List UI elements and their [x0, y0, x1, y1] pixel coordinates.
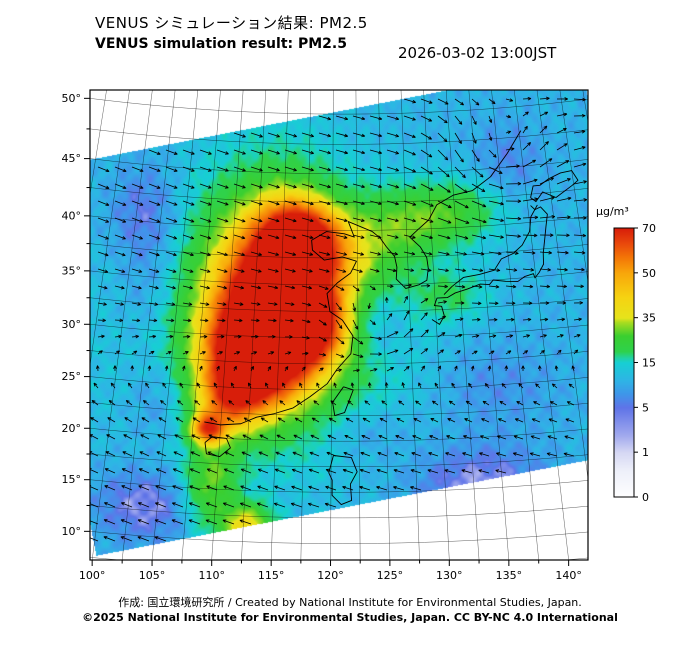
timestamp: 2026-03-02 13:00JST: [398, 44, 557, 62]
title-english: VENUS simulation result: PM2.5: [95, 36, 347, 52]
license-line: ©2025 National Institute for Environment…: [82, 611, 618, 624]
credit-line: 作成: 国立環境研究所 / Created by National Instit…: [118, 596, 582, 609]
title-japanese: VENUS シミュレーション結果: PM2.5: [95, 14, 368, 32]
